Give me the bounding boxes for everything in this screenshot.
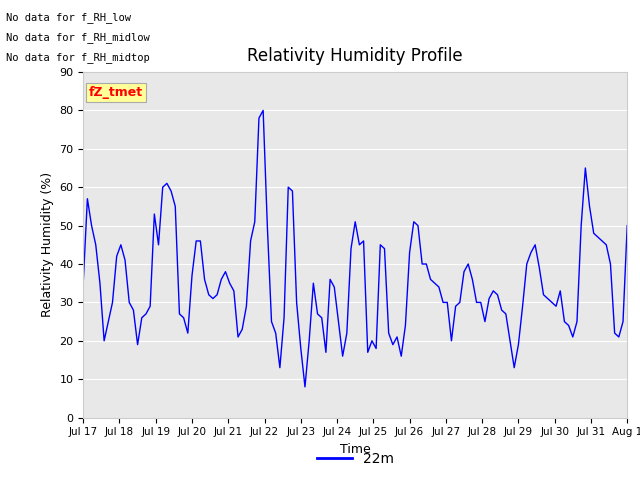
X-axis label: Time: Time — [340, 443, 371, 456]
Text: No data for f_RH_midlow: No data for f_RH_midlow — [6, 32, 150, 43]
Legend: 22m: 22m — [311, 446, 399, 471]
Text: No data for f_RH_midtop: No data for f_RH_midtop — [6, 52, 150, 63]
Text: fZ_tmet: fZ_tmet — [88, 86, 143, 99]
Y-axis label: Relativity Humidity (%): Relativity Humidity (%) — [41, 172, 54, 317]
Title: Relativity Humidity Profile: Relativity Humidity Profile — [248, 47, 463, 65]
Text: No data for f_RH_low: No data for f_RH_low — [6, 12, 131, 23]
